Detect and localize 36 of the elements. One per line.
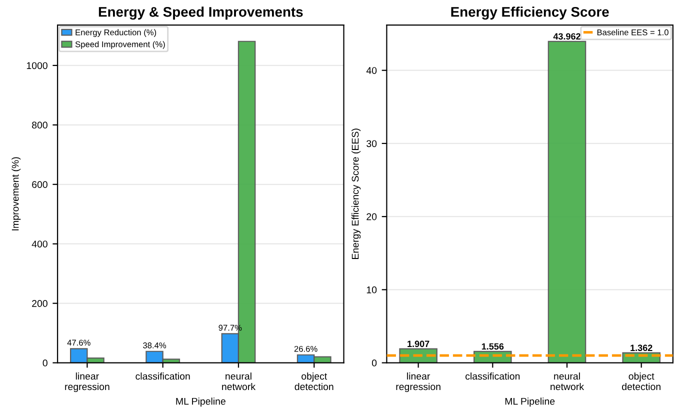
data-label: 43.962 [553, 33, 580, 40]
bar [548, 40, 586, 363]
chart-title: Energy Efficiency Score [451, 6, 609, 20]
x-tick-label: object detection [294, 372, 334, 390]
x-tick-label: classification [136, 372, 190, 380]
data-label: 1.556 [482, 343, 504, 350]
y-axis-title: Improvement (%) [12, 157, 21, 230]
y-tick-label: 40 [366, 67, 377, 74]
y-axis-title: Energy Efficiency Score (EES) [352, 128, 361, 259]
x-tick-label: linear regression [396, 372, 440, 392]
y-tick-label: 600 [32, 181, 48, 188]
y-tick-label: 800 [32, 122, 48, 129]
y-tick-label: 10 [366, 286, 377, 294]
x-tick-label: object detection [622, 372, 660, 390]
data-label: 38.4% [143, 342, 166, 348]
y-tick-label: 0 [372, 360, 377, 366]
data-label: 1.362 [630, 344, 652, 352]
x-tick-label: neural network [550, 372, 584, 390]
y-tick-label: 30 [366, 140, 377, 148]
legend-label: Speed Improvement (%) [75, 41, 165, 49]
data-label: 26.6% [294, 346, 318, 352]
chart-title: Energy & Speed Improvements [98, 6, 303, 20]
y-tick-label: 400 [32, 240, 48, 248]
x-tick-label: classification [466, 372, 520, 380]
y-tick-label: 0 [42, 360, 48, 366]
y-tick-label: 1000 [26, 62, 48, 70]
legend-label: Baseline EES = 1.0 [597, 29, 668, 36]
y-tick-label: 20 [366, 213, 377, 220]
legend-label: Energy Reduction (%) [76, 29, 156, 37]
data-label: 1.907 [408, 340, 430, 348]
x-axis-title: ML Pipeline [176, 398, 226, 407]
x-tick-label: neural network [222, 372, 256, 390]
x-tick-label: linear regression [65, 372, 110, 392]
data-label: 47.6% [67, 340, 90, 346]
y-tick-label: 200 [32, 300, 48, 307]
x-axis-title: ML Pipeline [505, 398, 555, 407]
